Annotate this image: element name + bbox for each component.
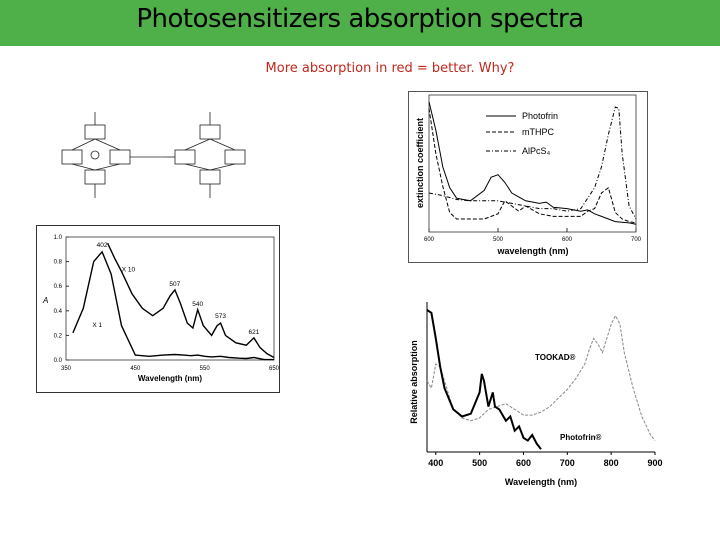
legend-label-mthpc: mTHPC	[522, 127, 554, 137]
y-axis-label: Relative absorption	[409, 340, 419, 424]
series-line-1	[106, 242, 275, 359]
x-tick-label: 400	[428, 458, 443, 468]
plot-area	[428, 94, 637, 233]
label-tookad: TOOKAD®	[535, 353, 576, 362]
x-tick-label: 450	[130, 366, 141, 372]
x-tick-label: 900	[647, 458, 662, 468]
y-axis-label: A	[42, 296, 48, 305]
slide-title: Photosensitizers absorption spectra	[136, 4, 584, 34]
x-axis-label: wavelength (nm)	[496, 246, 568, 256]
annotation-label: 621	[248, 329, 259, 336]
series-line-photofrin	[426, 309, 542, 450]
y-tick-label: 0.2	[54, 333, 63, 339]
x-tick-label: 600	[562, 237, 573, 243]
label-photofrin: Photofrin®	[560, 433, 602, 442]
x-axis-label: Wavelength (nm)	[505, 477, 577, 487]
y-tick-label: 0.4	[54, 309, 63, 315]
series-line-1	[428, 108, 637, 224]
chart-extinction-coefficient: 600 500 600 700 wavelength (nm) extinction …	[408, 91, 648, 263]
annotation-label: 402	[97, 242, 108, 249]
series-line-0	[72, 250, 275, 361]
plot-area	[65, 236, 275, 361]
x-tick-label: 350	[61, 366, 72, 372]
x-tick-label: 600	[516, 458, 531, 468]
annotation-label: 507	[169, 281, 180, 288]
x-tick-label: 500	[472, 458, 487, 468]
annotation-label: X 10	[122, 266, 136, 273]
series-line-0	[428, 101, 637, 225]
chart-absorbance-a: 350 450 550 650 1.0 0.8 0.6 0.4 0.2 0.0 402 507 54…	[36, 225, 280, 393]
slide-subtitle: More absorption in red = better. Why?	[265, 61, 515, 76]
annotation-label: 573	[215, 313, 226, 320]
x-tick-label: 600	[424, 237, 435, 243]
y-tick-label: 0.6	[54, 284, 63, 290]
annotation-label: 540	[192, 301, 203, 308]
x-tick-label: 700	[560, 458, 575, 468]
series-line-tookad	[426, 314, 656, 441]
x-axis-label: Wavelength (nm)	[138, 374, 202, 383]
annotation-label: X 1	[92, 322, 102, 329]
series-line-2	[428, 106, 637, 220]
chart-frame	[36, 225, 280, 393]
y-axis-label: extinction coefficient	[415, 118, 425, 208]
title-bar	[0, 0, 720, 46]
y-tick-label: 0.0	[54, 358, 63, 364]
chart-frame	[408, 91, 648, 263]
y-tick-label: 0.8	[54, 260, 63, 266]
x-tick-label: 700	[631, 237, 642, 243]
x-tick-label: 650	[269, 366, 280, 372]
x-tick-label: 800	[604, 458, 619, 468]
chemical-structure-diagram	[61, 112, 246, 198]
y-tick-label: 1.0	[54, 235, 63, 241]
x-tick-label: 550	[200, 366, 211, 372]
x-tick-label: 500	[493, 237, 504, 243]
legend-label-alpcs4: AlPcS₄	[522, 146, 551, 156]
legend: Photofrin mTHPC AlPcS₄	[486, 111, 558, 156]
chart-relative-absorption: 400 500 600 700 800 900 Wavelength (nm) Relat…	[409, 302, 663, 487]
legend-label-photofrin: Photofrin	[522, 111, 558, 121]
